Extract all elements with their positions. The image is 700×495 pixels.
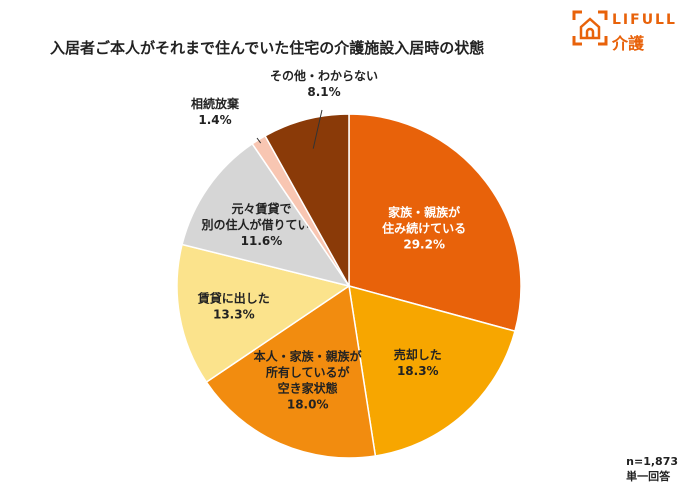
- slice-value: 18.0%: [287, 398, 329, 412]
- pie-slice: [348, 284, 516, 457]
- answer-type: 単一回答: [626, 470, 671, 483]
- slice-value: 18.3%: [397, 364, 439, 378]
- chart-title: 入居者ご本人がそれまで住んでいた住宅の介護施設入居時の状態: [50, 39, 485, 57]
- slice-label: 賃貸に出した 13.3%: [197, 290, 270, 321]
- slice-value: 11.6%: [241, 234, 283, 248]
- slice-name: 家族・親族が: [388, 205, 460, 220]
- slice-name: 元々賃貸で: [231, 201, 291, 216]
- slice-name: 売却した: [394, 347, 442, 362]
- slice-name: 別の住人が借りている: [200, 217, 321, 232]
- leader-line: [256, 137, 262, 144]
- slice-name: 所有しているが: [266, 365, 350, 380]
- pie-slice: [176, 243, 351, 384]
- sample-note: n=1,873 単一回答: [626, 454, 678, 484]
- slice-name: 賃貸に出した: [197, 290, 270, 305]
- slice-name: 本人・家族・親族が: [254, 349, 362, 364]
- slice-label: 売却した 18.3%: [394, 347, 442, 378]
- slice-value: 13.3%: [213, 307, 255, 321]
- slice-label: 元々賃貸で別の住人が借りている 11.6%: [200, 201, 321, 248]
- slice-value: 8.1%: [307, 85, 340, 99]
- slice-name: その他・わからない: [270, 68, 378, 83]
- slice-label: 相続放棄 1.4%: [191, 96, 240, 127]
- pie-slice: [348, 113, 522, 333]
- pie-slice: [264, 113, 350, 289]
- slice-label: その他・わからない 8.1%: [270, 68, 378, 99]
- logo-sub: 介護: [612, 34, 645, 53]
- sample-size: n=1,873: [626, 455, 678, 468]
- slice-value: 1.4%: [198, 113, 231, 127]
- pie-slice: [205, 284, 377, 459]
- pie-slice: [181, 142, 351, 288]
- slice-name: 相続放棄: [191, 96, 240, 111]
- slice-name: 空き家状態: [278, 381, 338, 396]
- logo-text: LIFULL: [612, 12, 677, 28]
- leader-line: [312, 109, 323, 149]
- slice-name: 住み続けている: [382, 221, 466, 236]
- lifull-logo: LIFULL 介護: [572, 10, 692, 53]
- slice-value: 29.2%: [403, 238, 445, 252]
- slice-label: 家族・親族が住み続けている 29.2%: [382, 205, 466, 252]
- house-frame-icon: [572, 10, 608, 46]
- slice-label: 本人・家族・親族が所有しているが空き家状態 18.0%: [254, 349, 362, 412]
